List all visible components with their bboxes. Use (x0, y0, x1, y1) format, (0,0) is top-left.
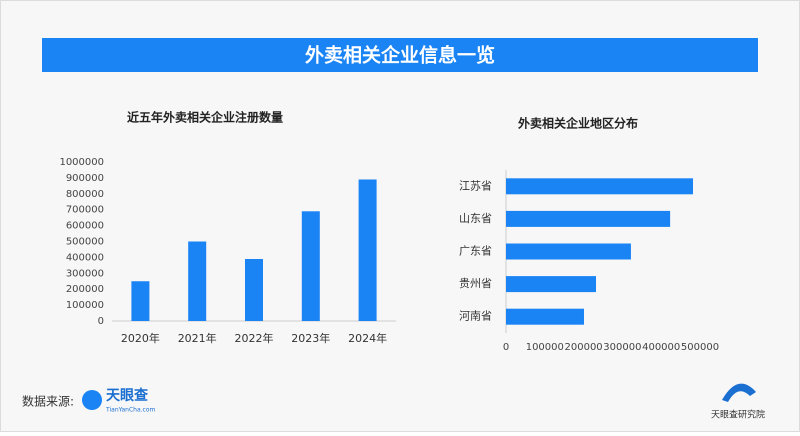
x-tick-label: 2023年 (291, 331, 330, 345)
y-tick-label: 400000 (66, 252, 104, 263)
x-tick-label: 300000 (603, 342, 641, 353)
bar (188, 241, 207, 321)
bar (506, 178, 694, 195)
x-tick-label: 2021年 (178, 331, 217, 345)
bar (301, 211, 320, 321)
banner (42, 38, 758, 72)
chart-title: 近五年外卖相关企业注册数量 (127, 110, 283, 125)
y-tick-label: 江苏省 (459, 179, 492, 192)
y-tick-label: 河南省 (459, 310, 492, 323)
y-tick-label: 800000 (66, 189, 104, 200)
x-tick-label: 100000 (526, 342, 564, 353)
bar (506, 276, 597, 293)
y-tick-label: 1000000 (59, 157, 104, 168)
x-tick-label: 400000 (642, 342, 680, 353)
page-title: 外卖相关企业信息一览 (305, 44, 495, 67)
institute-name: 天眼查研究院 (711, 409, 765, 421)
y-tick-label: 700000 (66, 205, 104, 216)
y-tick-label: 200000 (66, 284, 104, 295)
bar (245, 258, 263, 321)
y-tick-label: 0 (98, 316, 104, 327)
x-tick-label: 200000 (565, 342, 603, 353)
y-tick-label: 贵州省 (459, 277, 492, 290)
y-tick-label: 900000 (66, 173, 104, 184)
x-tick-label: 2024年 (348, 331, 387, 345)
x-tick-label: 500000 (681, 342, 719, 353)
bar (506, 308, 584, 325)
institute-logo (722, 383, 756, 402)
y-tick-label: 100000 (66, 300, 104, 311)
logo-icon (82, 390, 102, 410)
logo-url: TianYanCha.com (105, 407, 155, 414)
y-tick-label: 300000 (66, 268, 104, 279)
bar (131, 281, 150, 321)
x-tick-label: 2022年 (235, 331, 274, 345)
y-tick-label: 广东省 (459, 245, 492, 258)
y-tick-label: 600000 (66, 221, 104, 232)
y-tick-label: 500000 (66, 237, 104, 248)
x-tick-label: 0 (503, 342, 509, 353)
logo-name: 天眼查 (106, 387, 149, 404)
y-tick-label: 山东省 (459, 212, 492, 225)
bar (506, 243, 631, 260)
chart-title: 外卖相关企业地区分布 (518, 116, 638, 131)
x-tick-label: 2020年 (121, 331, 160, 345)
bar (506, 210, 671, 227)
source-label: 数据来源: (22, 394, 74, 409)
bar (358, 179, 377, 321)
